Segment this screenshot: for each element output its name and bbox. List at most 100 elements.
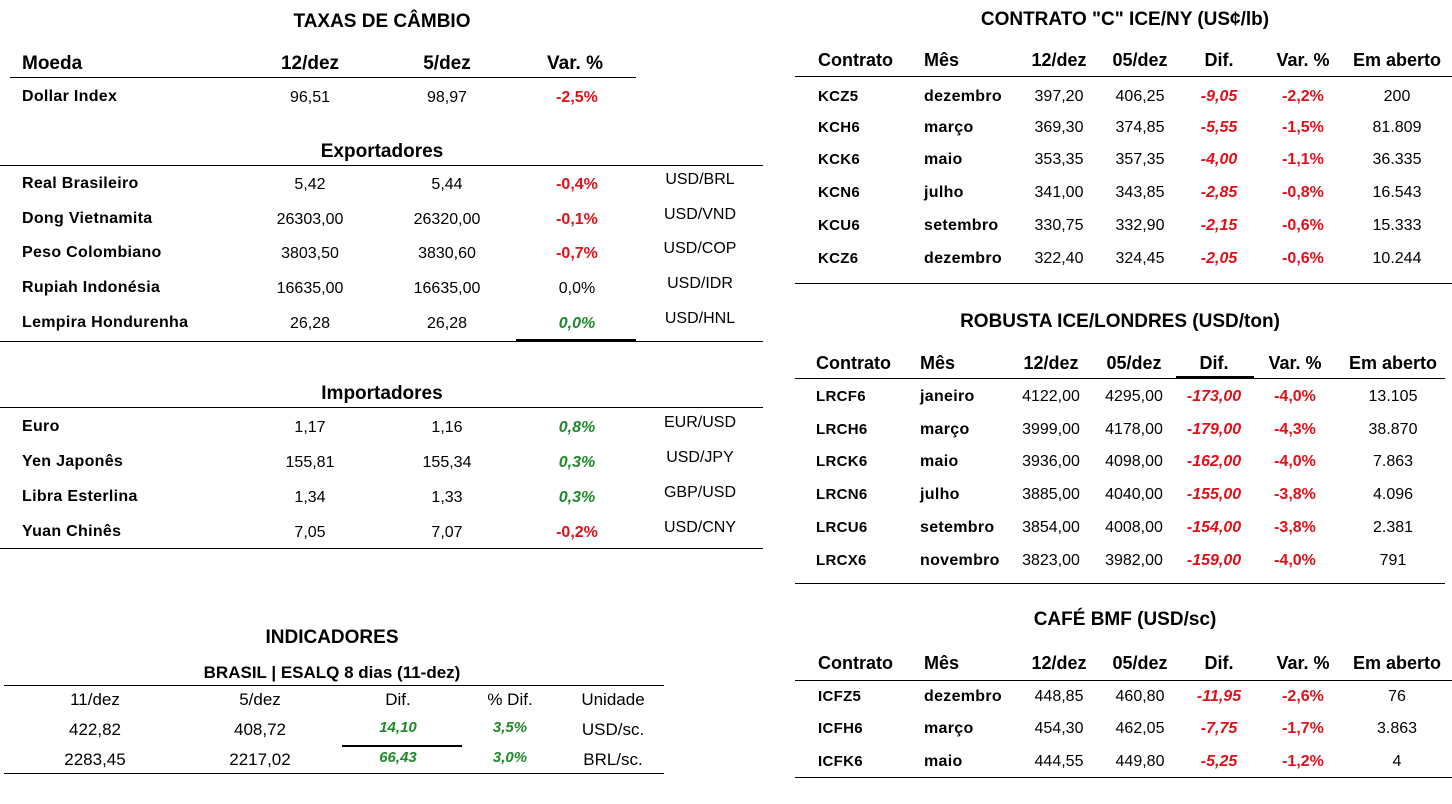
london-cell: -3,8% xyxy=(1274,519,1316,536)
ny-header: Dif. xyxy=(1204,50,1234,70)
ny-cell: março xyxy=(924,119,974,136)
currency-pair: USD/JPY xyxy=(666,449,734,466)
indicators-rule xyxy=(4,685,664,686)
fx-header-date1: 12/dez xyxy=(280,53,340,74)
london-cell: LRCK6 xyxy=(816,453,868,470)
currency-pair: USD/CNY xyxy=(663,519,736,536)
currency-pair: GBP/USD xyxy=(663,484,736,501)
london-cell: -4,0% xyxy=(1274,552,1316,569)
ny-cell: -0,8% xyxy=(1282,184,1324,201)
bmf-cell: 449,80 xyxy=(1115,753,1165,770)
ny-cell: -1,5% xyxy=(1282,119,1324,136)
indicators-cell: BRL/sc. xyxy=(583,750,643,769)
ny-cell: -9,05 xyxy=(1200,88,1238,105)
currency-value-12dez: 1,34 xyxy=(294,489,326,506)
ny-cell: KCZ6 xyxy=(818,250,859,267)
london-cell: 3854,00 xyxy=(1022,519,1080,536)
ny-cell: 341,00 xyxy=(1034,184,1084,201)
ny-cell: -2,85 xyxy=(1200,184,1238,201)
currency-value-5dez: 26320,00 xyxy=(413,211,481,228)
london-cell: 3999,00 xyxy=(1022,421,1080,438)
ny-cell: -2,05 xyxy=(1200,250,1238,267)
london-cell: 4.096 xyxy=(1372,486,1414,503)
currency-pair: USD/BRL xyxy=(665,171,735,188)
currency-pair: EUR/USD xyxy=(663,414,736,431)
london-header: Dif. xyxy=(1199,353,1229,373)
bmf-cell: ICFZ5 xyxy=(818,688,862,705)
exporters-top-rule xyxy=(0,165,763,166)
bmf-cell: -1,2% xyxy=(1282,753,1324,770)
currency-value-12dez: 26303,00 xyxy=(276,211,344,228)
fx-header-date2: 5/dez xyxy=(423,53,471,74)
currency-name: Yuan Chinês xyxy=(22,523,122,540)
ny-cell: 15.333 xyxy=(1372,217,1422,234)
ny-cell: -5,55 xyxy=(1200,119,1238,136)
ny-title: CONTRATO "C" ICE/NY (US¢/lb) xyxy=(980,9,1270,30)
currency-pair: USD/COP xyxy=(663,240,737,257)
currency-name: Real Brasileiro xyxy=(22,175,139,192)
ny-bottom-rule xyxy=(795,283,1452,284)
indicators-mid-rule xyxy=(342,745,462,747)
ny-cell: KCU6 xyxy=(818,217,861,234)
currency-variation: 0,8% xyxy=(558,419,596,436)
london-cell: 4008,00 xyxy=(1105,519,1163,536)
bmf-cell: dezembro xyxy=(924,688,1002,705)
bmf-bottom-rule xyxy=(795,777,1452,778)
bmf-header: Dif. xyxy=(1204,653,1234,673)
dollar-index-name: Dollar Index xyxy=(22,88,118,105)
london-cell: 4122,00 xyxy=(1022,388,1080,405)
currency-name: Lempira Hondurenha xyxy=(22,314,189,331)
dollar-index-v2: 98,97 xyxy=(426,89,468,106)
currency-name: Euro xyxy=(22,418,60,435)
ny-header: 05/dez xyxy=(1112,50,1168,70)
ny-cell: -1,1% xyxy=(1282,151,1324,168)
ny-cell: KCN6 xyxy=(818,184,861,201)
indicators-header: 11/dez xyxy=(70,690,120,709)
london-cell: -4,0% xyxy=(1274,453,1316,470)
ny-header-rule xyxy=(795,76,1452,77)
london-cell: LRCF6 xyxy=(816,388,866,405)
london-cell: -162,00 xyxy=(1186,453,1242,470)
currency-name: Yen Japonês xyxy=(22,453,124,470)
london-cell: setembro xyxy=(920,519,995,536)
indicators-header: % Dif. xyxy=(487,690,533,709)
bmf-cell: 76 xyxy=(1388,688,1406,705)
currency-variation: -0,2% xyxy=(556,524,598,541)
ny-cell: 10.244 xyxy=(1372,250,1422,267)
indicators-header: Unidade xyxy=(581,690,645,709)
london-cell: novembro xyxy=(920,552,1000,569)
ny-header: Contrato xyxy=(818,50,893,70)
currency-value-12dez: 16635,00 xyxy=(276,280,344,297)
currency-variation: 0,0% xyxy=(558,315,596,332)
ny-cell: 324,45 xyxy=(1115,250,1165,267)
importers-bottom-rule xyxy=(0,548,763,549)
london-cell: janeiro xyxy=(920,388,975,405)
indicators-bottom-rule xyxy=(4,773,664,774)
ny-cell: 406,25 xyxy=(1115,88,1165,105)
bmf-header: Em aberto xyxy=(1352,653,1442,673)
bmf-header: 12/dez xyxy=(1031,653,1087,673)
london-cell: 4295,00 xyxy=(1105,388,1163,405)
london-cell: 7.863 xyxy=(1372,453,1414,470)
exporters-var-rule xyxy=(516,339,636,341)
currency-variation: 0,3% xyxy=(558,454,596,471)
currency-name: Rupiah Indonésia xyxy=(22,279,161,296)
bmf-cell: 454,30 xyxy=(1034,720,1084,737)
currency-variation: -0,7% xyxy=(556,245,598,262)
ny-cell: KCK6 xyxy=(818,151,861,168)
exporters-bottom-rule xyxy=(0,341,763,342)
currency-value-5dez: 1,16 xyxy=(431,419,463,436)
london-cell: 38.870 xyxy=(1368,421,1418,438)
indicators-cell: 3,5% xyxy=(492,719,528,736)
london-cell: 4098,00 xyxy=(1105,453,1163,470)
london-header: 12/dez xyxy=(1023,353,1079,373)
ny-cell: 353,35 xyxy=(1034,151,1084,168)
ny-cell: setembro xyxy=(924,217,999,234)
ny-cell: 36.335 xyxy=(1372,151,1422,168)
london-cell: -155,00 xyxy=(1186,486,1242,503)
bmf-cell: 3.863 xyxy=(1376,720,1418,737)
currency-value-12dez: 3803,50 xyxy=(281,245,339,262)
bmf-cell: 462,05 xyxy=(1115,720,1165,737)
currency-value-5dez: 16635,00 xyxy=(413,280,481,297)
indicators-cell: 66,43 xyxy=(379,749,417,766)
